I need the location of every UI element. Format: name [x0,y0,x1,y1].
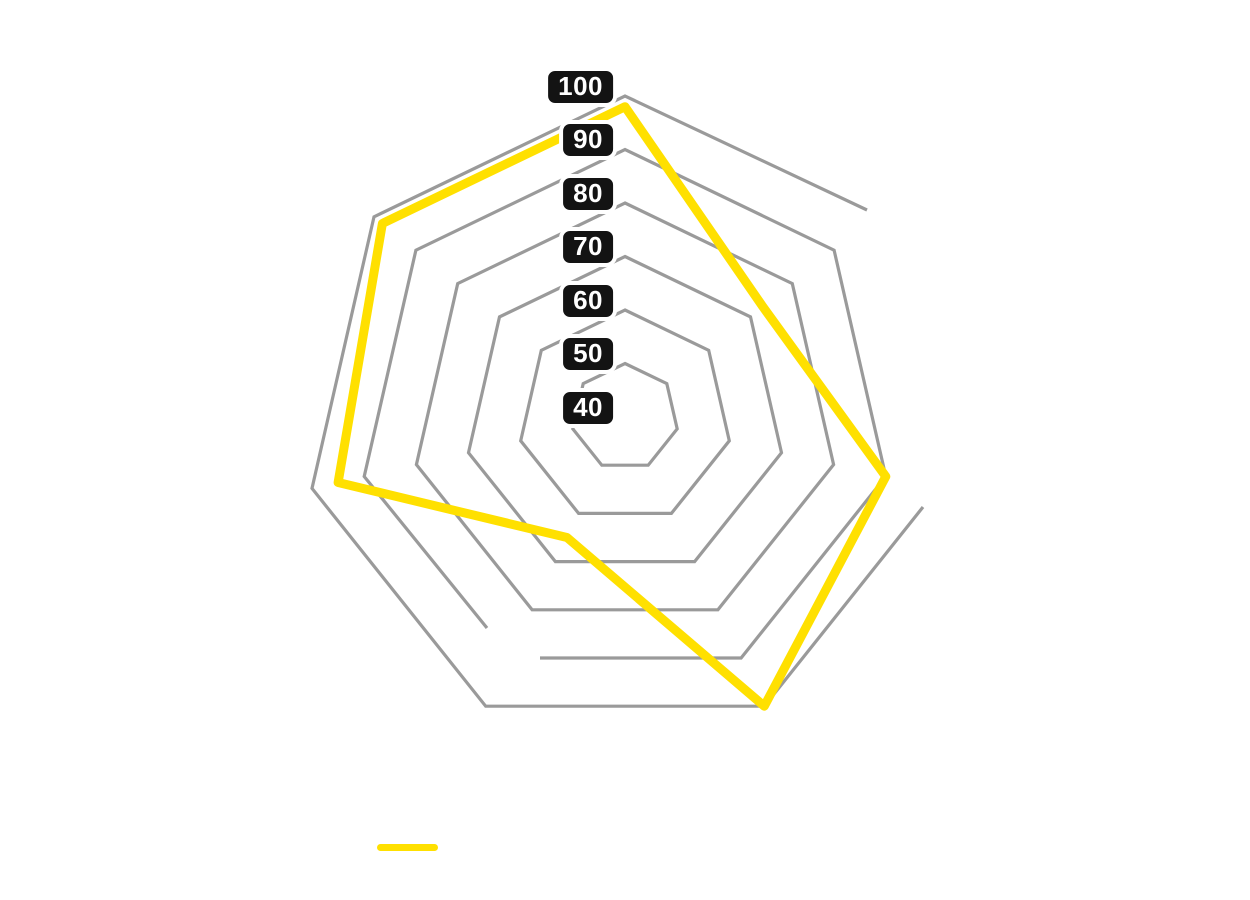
series-polygon-0 [333,102,891,711]
tick-badge-90: 90 [559,120,617,160]
grid-ring-70 [466,254,784,564]
grid-ring-60 [518,308,732,516]
tick-badge-60: 60 [559,280,617,321]
grid-ring-90 [362,147,888,660]
tick-badge-50: 50 [559,334,617,374]
legend-swatch-line [377,843,438,851]
tick-badge-100: 100 [544,66,617,107]
tick-badge-70: 70 [559,227,617,267]
tick-badge-80: 80 [559,173,617,214]
grid-ring-80 [414,201,836,612]
tick-badge-40: 40 [559,387,617,428]
legend[interactable] [377,836,452,858]
